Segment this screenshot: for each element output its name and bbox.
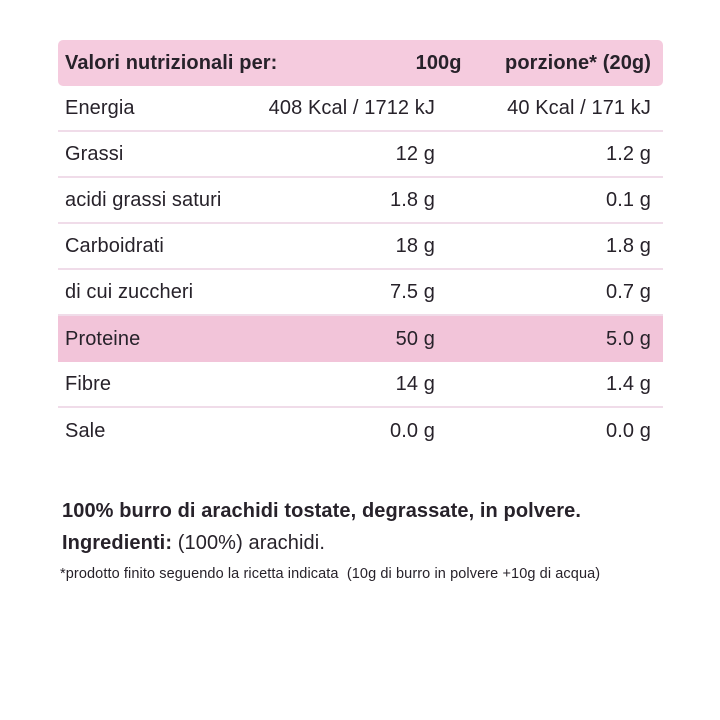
row-value-per-100g: 18 g [395,234,435,257]
row-label: di cui zuccheri [65,280,194,303]
row-label: Fibre [65,372,112,395]
row-value-per-portion: 1.4 g [606,372,651,395]
table-header-row: Valori nutrizionali per: 100g porzione* … [58,40,663,86]
ingredients-label: Ingredienti: [62,532,173,554]
table-row: Sale 0.0 g 0.0 g [58,408,663,454]
table-row: Fibre 14 g 1.4 g [58,362,663,408]
row-value-per-portion: 40 Kcal / 171 kJ [507,96,651,119]
row-value-per-portion: 1.8 g [606,234,651,257]
product-description: 100% burro di arachidi tostate, degrassa… [62,500,582,522]
row-label: Sale [65,419,106,442]
row-value-per-100g: 7.5 g [390,280,435,303]
table-row: Proteine 50 g 5.0 g [58,316,663,362]
row-label: Grassi [65,142,124,165]
row-label: Proteine [65,327,141,350]
row-value-per-portion: 5.0 g [606,327,651,350]
table-body: Energia 408 Kcal / 1712 kJ 40 Kcal / 171… [58,86,663,454]
table-row: Carboidrati 18 g 1.8 g [58,224,663,270]
row-label: acidi grassi saturi [65,188,222,211]
row-value-per-100g: 408 Kcal / 1712 kJ [268,96,435,119]
row-value-per-100g: 50 g [395,327,435,350]
row-value-per-100g: 12 g [395,142,435,165]
row-label: Energia [65,96,135,119]
row-value-per-100g: 1.8 g [390,188,435,211]
description-block: 100% burro di arachidi tostate, degrassa… [60,500,682,582]
row-value-per-portion: 0.7 g [606,280,651,303]
ingredients-value: (100%) arachidi. [172,532,325,554]
ingredients-line: Ingredienti: (100%) arachidi. [62,532,682,555]
table-row: Grassi 12 g 1.2 g [58,132,663,178]
row-label: Carboidrati [65,234,164,257]
row-value-per-100g: 0.0 g [390,419,435,442]
row-value-per-portion: 0.0 g [606,419,651,442]
table-row: Energia 408 Kcal / 1712 kJ 40 Kcal / 171… [58,86,663,132]
row-value-per-100g: 14 g [395,372,435,395]
portion-footnote: *prodotto finito seguendo la ricetta ind… [60,566,601,582]
row-value-per-portion: 1.2 g [606,142,651,165]
header-label: Valori nutrizionali per: [65,51,278,74]
table-row: acidi grassi saturi 1.8 g 0.1 g [58,178,663,224]
header-per-100g: 100g [415,51,462,74]
nutrition-table: Valori nutrizionali per: 100g porzione* … [58,40,663,454]
table-row: di cui zuccheri 7.5 g 0.7 g [58,270,663,316]
row-value-per-portion: 0.1 g [606,188,651,211]
header-per-portion: porzione* (20g) [505,51,651,74]
